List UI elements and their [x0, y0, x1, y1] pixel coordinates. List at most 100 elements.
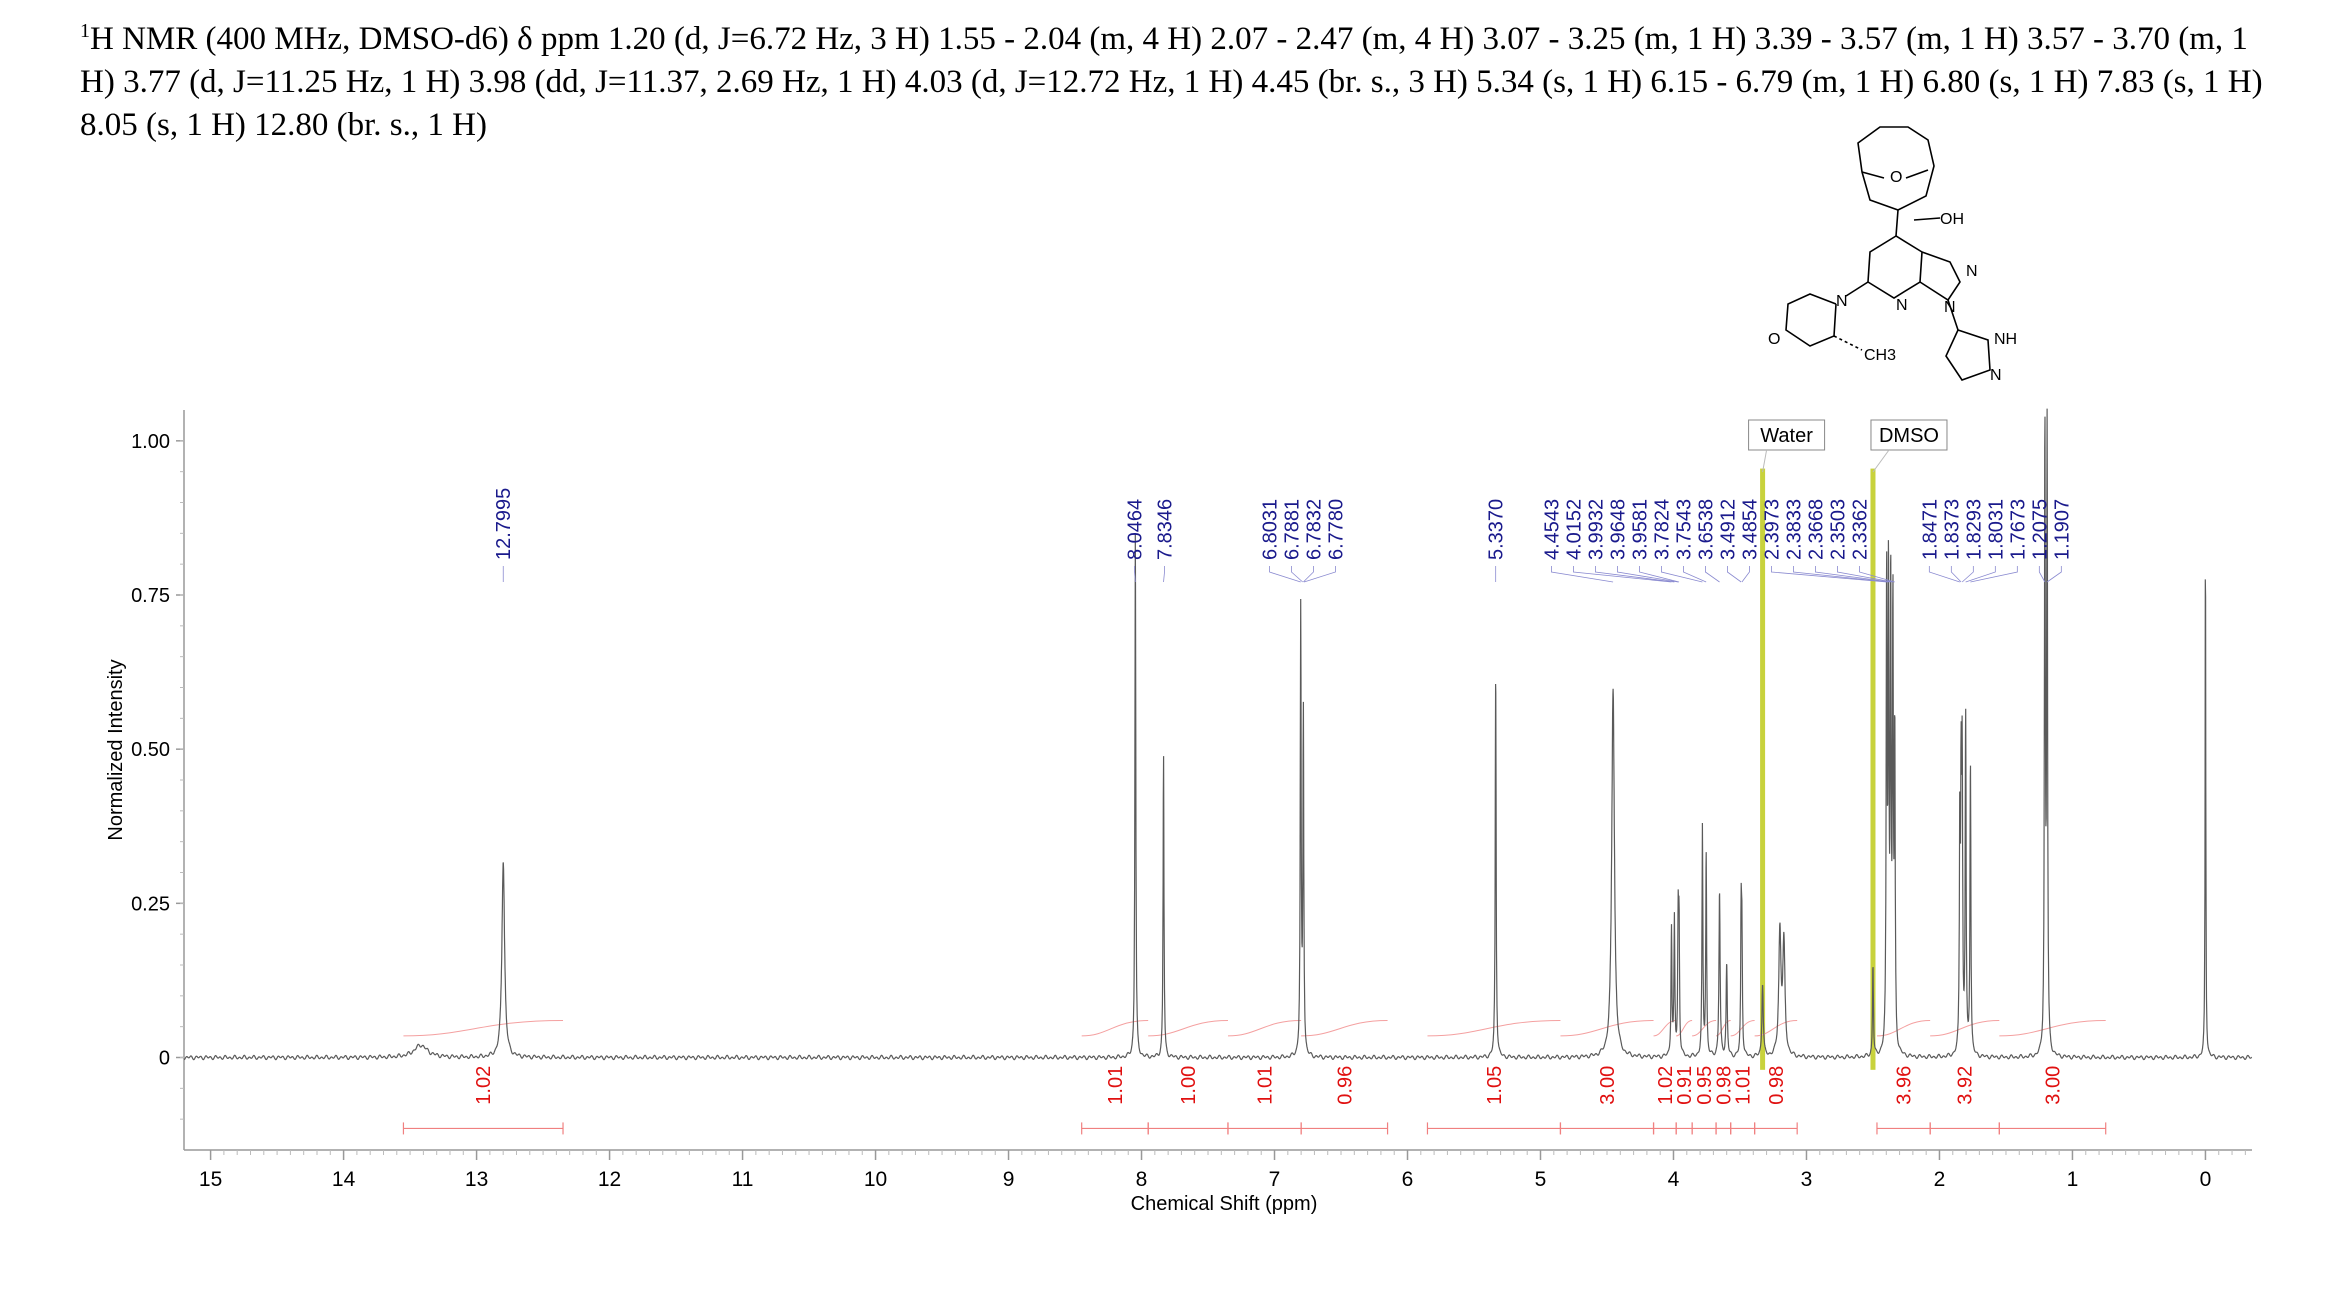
peak-label: 2.3668 — [1805, 499, 1827, 560]
integral-curve — [1930, 1020, 2000, 1037]
peak-label: 3.4912 — [1717, 499, 1739, 560]
x-tick-label: 11 — [732, 1168, 754, 1191]
integral-value: 3.96 — [1894, 1066, 1916, 1105]
atom-o-morpholine: O — [1768, 331, 1780, 348]
integral-regions: 1.02 1.01 1.00 1.01 0.96 1.05 3.00 1.020.910.95… — [402, 1020, 2107, 1135]
integral-curve — [403, 1020, 564, 1037]
integral-value: 1.02 — [1655, 1066, 1677, 1105]
atom-n-pyrazole-3: N — [1990, 367, 2002, 384]
integral-curve — [1692, 1020, 1717, 1037]
solvent-leader — [1762, 449, 1768, 473]
integral-value: 0.98 — [1713, 1066, 1735, 1105]
peak-label: 2.3973 — [1761, 499, 1783, 560]
peak-label: 6.8031 — [1259, 499, 1281, 560]
integral-curve — [1754, 1020, 1798, 1037]
atom-n-pyrazole-1: N — [1966, 263, 1978, 280]
solvent-label: Water — [1760, 425, 1813, 447]
peak-label: 3.9581 — [1629, 499, 1651, 560]
y-tick-label: 0.75 — [131, 585, 170, 607]
y-tick-label: 1.00 — [131, 431, 170, 453]
integral-value: 1.01 — [1733, 1066, 1755, 1105]
integral-value: 3.00 — [2043, 1066, 2065, 1105]
peak-leader — [1595, 566, 1675, 583]
x-axis-ticks: 15 14 13 12 11 10 9 8 7 6 5 4 3 2 1 0 — [199, 1150, 2246, 1191]
peak-label: 3.9932 — [1585, 499, 1607, 560]
x-tick-label: 9 — [1003, 1168, 1015, 1191]
x-tick-label: 15 — [199, 1168, 222, 1191]
x-tick-label: 10 — [864, 1168, 887, 1191]
solvent-label-box — [1870, 419, 1948, 451]
peak-label: 12.7995 — [493, 488, 515, 560]
peak-label: 1.2075 — [2029, 499, 2051, 560]
x-tick-label: 0 — [2200, 1168, 2212, 1191]
molecule-atom-labels: O OH N N N N O CH3 NH N — [1768, 169, 2017, 384]
peak-leader — [1551, 566, 1614, 583]
integral-value: 1.02 — [473, 1066, 495, 1105]
atom-ch3: CH3 — [1864, 347, 1896, 364]
peak-leader — [1573, 566, 1672, 583]
peak-leader — [1269, 566, 1301, 583]
solvent-band — [1760, 468, 1766, 1070]
peak-label: 6.7832 — [1303, 499, 1325, 560]
x-tick-label: 5 — [1535, 1168, 1547, 1191]
y-axis-ticks: 0 0.25 0.50 0.75 1.00 — [131, 431, 184, 1120]
peak-label: 3.7824 — [1651, 499, 1673, 560]
x-tick-label: 7 — [1269, 1168, 1281, 1191]
isotope-superscript: 1 — [80, 20, 90, 42]
x-tick-label: 1 — [2067, 1168, 2079, 1191]
solvent-label-box — [1748, 419, 1826, 451]
peak-label: 6.7780 — [1325, 499, 1347, 560]
x-tick-label: 8 — [1136, 1168, 1148, 1191]
integral-value: 0.98 — [1766, 1066, 1788, 1105]
integral-value: 1.00 — [1178, 1066, 1200, 1105]
solvent-markers: Water DMSO — [1748, 419, 1948, 1070]
peak-leader — [1291, 566, 1303, 583]
peak-leader — [1639, 566, 1680, 583]
atom-n-pyrazole-2: N — [1944, 299, 1956, 316]
peak-leader — [1727, 566, 1742, 583]
atom-oh: OH — [1940, 211, 1964, 228]
x-tick-label: 13 — [465, 1168, 488, 1191]
peak-labels: 12.7995 8.0464 7.8346 6.8031 6.7881 6.7832 6.7… — [493, 488, 2073, 583]
peak-label: 6.7881 — [1281, 499, 1303, 560]
peak-label: 3.9648 — [1607, 499, 1629, 560]
solvent-leader — [1872, 449, 1890, 473]
peak-label: 4.4543 — [1541, 499, 1563, 560]
peak-leader — [1961, 566, 1974, 583]
peak-leader — [1163, 566, 1165, 583]
integral-value: 3.92 — [1955, 1066, 1977, 1105]
peak-leader — [1815, 566, 1891, 583]
solvent-band — [1870, 468, 1876, 1070]
peak-leader — [1793, 566, 1889, 583]
integral-curve — [1560, 1020, 1654, 1037]
peak-leader — [1683, 566, 1707, 583]
peak-leader — [1741, 566, 1750, 583]
peak-label: 1.1907 — [2051, 499, 2073, 560]
y-tick-label: 0.50 — [131, 739, 170, 761]
peak-leader — [1705, 566, 1720, 583]
x-tick-label: 4 — [1668, 1168, 1680, 1191]
peak-leader — [1303, 566, 1314, 583]
atom-o-bridge: O — [1890, 169, 1902, 186]
atom-nh: NH — [1994, 331, 2017, 348]
peak-label: 3.4854 — [1739, 499, 1761, 560]
x-tick-label: 14 — [332, 1168, 356, 1191]
peak-leader — [1928, 566, 1960, 583]
atom-n-pyridine: N — [1896, 297, 1908, 314]
peak-label: 3.6538 — [1695, 499, 1717, 560]
integral-curve — [1653, 1020, 1677, 1037]
atom-n-morpholine: N — [1836, 293, 1848, 310]
peak-leader — [2038, 566, 2046, 583]
x-tick-label: 2 — [1934, 1168, 1946, 1191]
molecule-structure — [1785, 126, 1991, 381]
peak-label: 1.7673 — [2007, 499, 2029, 560]
integral-curve — [1999, 1020, 2106, 1037]
peak-label: 1.8373 — [1941, 499, 1963, 560]
solvent-label: DMSO — [1879, 425, 1939, 447]
integral-curve — [1148, 1020, 1228, 1037]
integral-value: 1.05 — [1484, 1066, 1506, 1105]
peak-leader — [2046, 566, 2062, 583]
peak-label: 1.8031 — [1985, 499, 2007, 560]
integral-curve — [1301, 1020, 1388, 1037]
